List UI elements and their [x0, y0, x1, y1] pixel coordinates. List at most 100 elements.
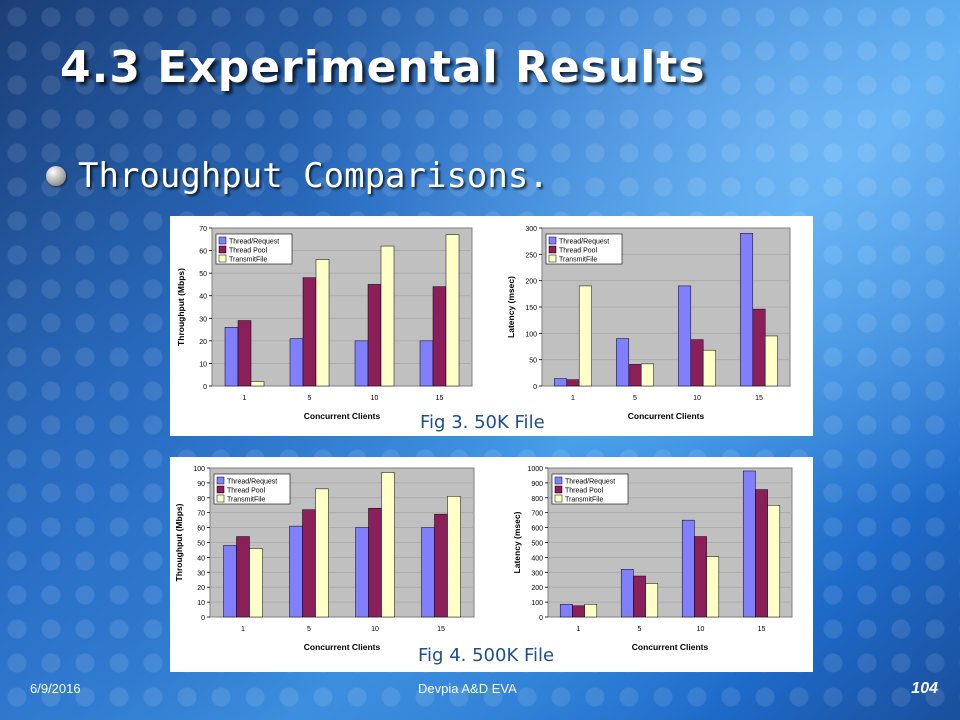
footer-date: 6/9/2016 — [30, 681, 81, 696]
bar — [368, 507, 382, 618]
y-tick-label: 300 — [531, 570, 543, 577]
y-tick-label: 30 — [199, 316, 207, 323]
legend-box — [551, 473, 629, 505]
legend-label: Thread Pool — [229, 248, 268, 255]
figure-caption: Fig 4. 500K File — [418, 645, 555, 666]
bar — [740, 233, 754, 387]
bar — [681, 519, 695, 618]
y-tick-label: 70 — [199, 226, 207, 233]
bar — [616, 338, 630, 387]
y-tick-label: 40 — [197, 555, 205, 562]
y-tick-label: 200 — [531, 585, 543, 592]
x-tick-label: 1 — [571, 395, 575, 402]
y-tick-label: 400 — [531, 555, 543, 562]
bar — [706, 556, 720, 618]
bar — [633, 575, 646, 618]
y-tick-label: 250 — [525, 252, 537, 259]
y-tick-label: 0 — [539, 615, 543, 622]
y-tick-label: 1000 — [527, 466, 543, 473]
bar — [315, 259, 330, 387]
x-tick-label: 10 — [371, 395, 379, 402]
x-tick-label: 10 — [371, 626, 379, 633]
legend-swatch — [218, 245, 227, 254]
bar — [237, 320, 252, 387]
legend-label: Thread Pool — [565, 488, 604, 495]
bar — [381, 472, 395, 618]
x-tick-label: 10 — [697, 626, 705, 633]
legend-label: Thread/Request — [559, 239, 609, 246]
y-tick-label: 80 — [197, 496, 205, 503]
x-tick-label: 10 — [693, 395, 701, 402]
x-tick-label: 1 — [243, 395, 247, 402]
bar — [572, 605, 585, 618]
y-tick-label: 300 — [525, 226, 537, 233]
y-tick-label: 800 — [531, 496, 543, 503]
legend-label: Thread Pool — [227, 488, 266, 495]
legend-swatch — [548, 236, 557, 245]
y-axis-label: Latency (msec) — [512, 511, 522, 573]
y-tick-label: 150 — [525, 305, 537, 312]
x-tick-label: 15 — [755, 395, 763, 402]
legend-swatch — [548, 245, 557, 254]
legend-label: Thread/Request — [229, 239, 279, 246]
legend-swatch — [554, 494, 563, 503]
legend-swatch — [216, 476, 225, 485]
bar — [236, 536, 250, 618]
x-tick-label: 5 — [307, 626, 311, 633]
y-axis-label: Latency (msec) — [506, 276, 516, 338]
legend-swatch — [216, 494, 225, 503]
bar — [645, 583, 659, 618]
bar — [678, 285, 692, 387]
bullet-text: Throughput Comparisons. — [78, 156, 549, 196]
x-tick-label: 15 — [436, 395, 444, 402]
x-axis-label: Concurrent Clients — [304, 642, 381, 652]
bar — [355, 527, 369, 618]
y-tick-label: 0 — [533, 384, 537, 391]
y-tick-label: 100 — [193, 466, 205, 473]
y-tick-label: 10 — [199, 361, 207, 368]
x-tick-label: 5 — [308, 395, 312, 402]
y-tick-label: 50 — [197, 541, 205, 548]
bar — [432, 286, 447, 387]
bar — [434, 513, 448, 618]
legend-swatch — [554, 485, 563, 494]
y-tick-label: 100 — [531, 600, 543, 607]
x-tick-label: 1 — [577, 626, 581, 633]
slide-title: 4.3 Experimental Results — [60, 42, 706, 93]
legend-swatch — [548, 254, 557, 263]
legend-swatch — [554, 476, 563, 485]
y-tick-label: 50 — [529, 358, 537, 365]
y-tick-label: 20 — [199, 339, 207, 346]
bar — [380, 245, 395, 387]
bar — [742, 470, 756, 618]
bar — [315, 488, 329, 618]
y-tick-label: 200 — [525, 279, 537, 286]
legend-label: Thread Pool — [559, 248, 598, 255]
bar — [767, 505, 781, 618]
bar — [250, 381, 265, 387]
bar — [690, 339, 704, 387]
y-axis-label: Throughput (Mbps) — [174, 503, 184, 581]
bar — [223, 545, 237, 618]
legend-label: Thread/Request — [227, 479, 277, 486]
legend-label: TransmitFile — [227, 497, 265, 504]
bar — [289, 338, 304, 387]
y-tick-label: 700 — [531, 511, 543, 518]
y-tick-label: 50 — [199, 271, 207, 278]
x-tick-label: 5 — [633, 395, 637, 402]
legend-label: TransmitFile — [559, 257, 597, 264]
y-tick-label: 900 — [531, 481, 543, 488]
legend-box — [215, 233, 293, 265]
figure-caption: Fig 3. 50K File — [420, 412, 545, 433]
bar — [445, 234, 460, 387]
bar — [752, 308, 766, 387]
bar — [249, 548, 263, 618]
bar — [302, 509, 316, 618]
bar — [367, 284, 382, 387]
legend-swatch — [218, 236, 227, 245]
bar — [584, 604, 598, 618]
bar — [702, 349, 716, 387]
x-axis-label: Concurrent Clients — [304, 411, 381, 421]
legend-label: TransmitFile — [565, 497, 603, 504]
